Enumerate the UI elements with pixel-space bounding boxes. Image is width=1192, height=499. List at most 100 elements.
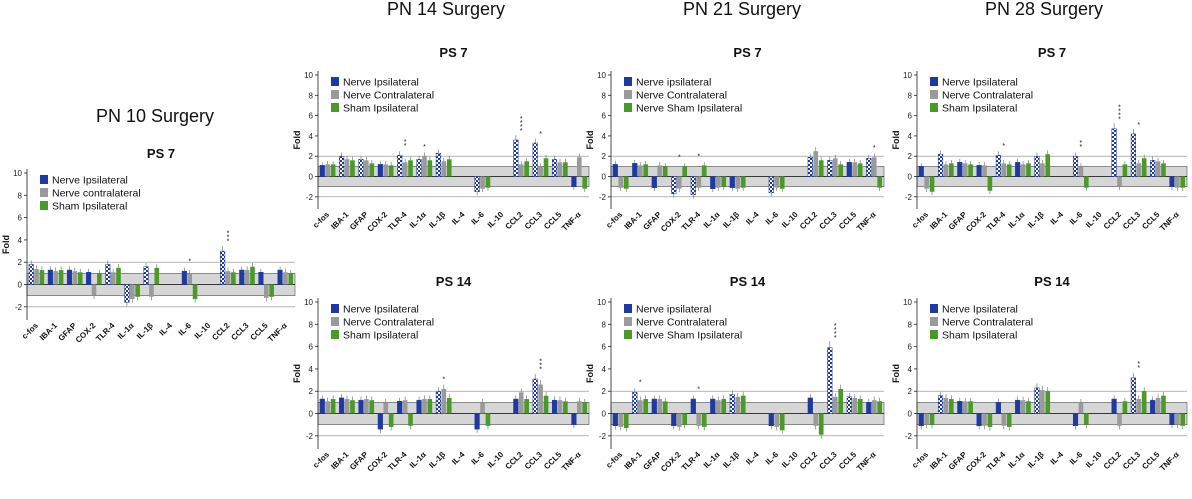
bar	[532, 142, 538, 177]
legend-swatch	[331, 103, 339, 112]
bar	[1155, 397, 1161, 414]
bar	[543, 158, 549, 177]
bar	[377, 164, 383, 177]
y-tick-label: 2	[602, 387, 607, 396]
legend-label: Nerve contralateral	[52, 188, 141, 200]
legend-label: Sham Ipsilateral	[52, 201, 127, 213]
bar	[1136, 163, 1142, 177]
category-label: IL-4	[1049, 210, 1066, 227]
category-label: TLR-4	[680, 450, 703, 473]
y-tick-label: 0	[602, 410, 607, 419]
bar	[358, 159, 364, 177]
bar	[39, 270, 45, 285]
category-label: IL-10	[780, 450, 800, 470]
y-tick-label: 0	[18, 281, 23, 290]
y-tick-label: 4	[18, 236, 23, 245]
bar	[1015, 399, 1021, 414]
bar	[929, 413, 935, 425]
significance-marker: * *	[404, 139, 407, 150]
bar	[618, 413, 624, 427]
bar	[557, 162, 563, 177]
legend-label: Nerve Ipsilateral	[942, 77, 1018, 89]
bar	[72, 271, 78, 285]
bar	[1040, 390, 1045, 414]
bar	[871, 157, 877, 177]
bar	[34, 268, 39, 285]
legend-swatch	[624, 77, 632, 86]
legend-swatch	[624, 90, 632, 99]
bar	[1150, 160, 1156, 177]
bar	[1020, 400, 1026, 414]
bar	[957, 401, 963, 414]
bar	[827, 347, 833, 414]
legend-label: Nerve Sham Ipsilateral	[636, 330, 742, 342]
bar	[846, 396, 852, 414]
category-label: TNF-α	[855, 450, 878, 473]
category-label: TNF-α	[855, 210, 878, 233]
panel-title: PS 14	[730, 274, 766, 289]
bar	[818, 160, 824, 177]
bar	[239, 269, 245, 285]
bar	[768, 176, 774, 194]
y-tick-label: 8	[908, 320, 913, 329]
category-label: IL-1α	[702, 450, 722, 470]
bar	[1180, 176, 1186, 188]
y-tick-label: 0	[908, 173, 913, 182]
bar	[676, 413, 682, 427]
bar	[976, 413, 982, 427]
bar	[364, 399, 369, 414]
legend-label: Nerve Contralateral	[343, 90, 434, 102]
bar	[446, 159, 452, 177]
y-tick-label: 10	[13, 169, 22, 178]
bar	[1122, 164, 1128, 177]
bar	[513, 398, 519, 414]
bar	[682, 413, 688, 425]
category-label: IL-6	[764, 210, 781, 227]
category-label: IL-6	[1068, 450, 1085, 467]
bar	[538, 166, 543, 177]
bar	[623, 413, 629, 429]
y-tick-label: -2	[306, 432, 314, 441]
bar	[1006, 413, 1012, 427]
bar	[258, 272, 264, 285]
y-tick-label: 10	[903, 71, 912, 80]
significance-marker: *	[873, 145, 876, 152]
category-label: IL-1α	[1007, 450, 1027, 470]
y-tick-label: 0	[908, 410, 913, 419]
legend-swatch	[930, 330, 938, 339]
bar	[807, 397, 813, 414]
bar	[358, 399, 364, 414]
significance-marker: *	[678, 154, 681, 161]
bar	[987, 176, 993, 191]
bar	[982, 165, 987, 177]
bar	[774, 176, 780, 188]
bar	[852, 397, 858, 414]
bar	[929, 176, 935, 192]
bar	[1175, 176, 1180, 188]
bar	[813, 413, 819, 426]
bar	[852, 162, 858, 177]
bar	[325, 401, 331, 414]
y-axis-label: Fold	[585, 364, 595, 383]
bar	[543, 395, 549, 414]
significance-marker: * * * *	[520, 116, 523, 135]
bar	[388, 413, 394, 427]
panel-title: PS 7	[439, 45, 467, 60]
bar	[957, 162, 963, 177]
bar	[729, 394, 735, 414]
y-tick-label: 4	[309, 132, 314, 141]
y-tick-label: 8	[309, 320, 314, 329]
bar	[330, 164, 336, 177]
bar	[441, 389, 447, 414]
bar	[231, 272, 236, 285]
bar	[435, 390, 441, 414]
y-tick-label: 2	[18, 258, 23, 267]
bar	[924, 413, 929, 425]
bar	[518, 164, 524, 177]
bar	[877, 176, 883, 188]
bar	[110, 272, 116, 285]
bar	[192, 284, 198, 300]
bar	[637, 400, 643, 414]
y-tick-label: 0	[602, 173, 607, 182]
